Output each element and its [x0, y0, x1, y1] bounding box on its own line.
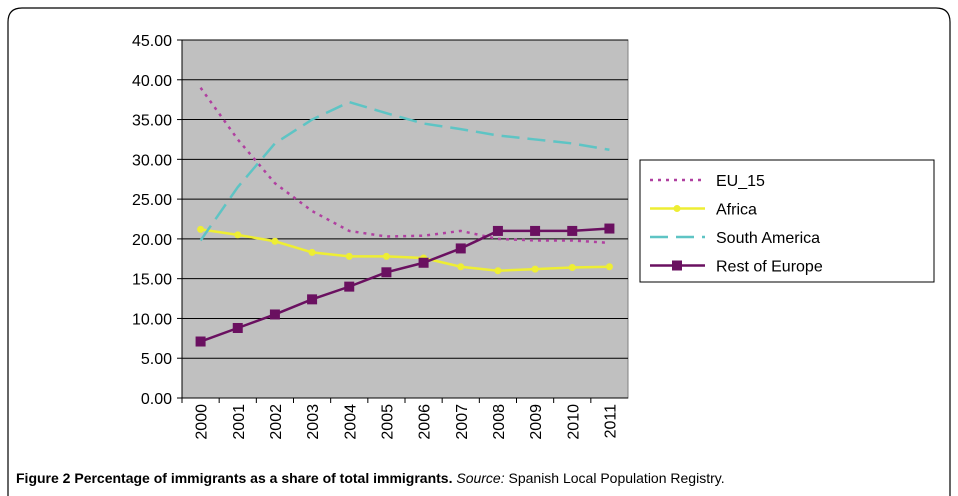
y-tick-label: 20.00 [132, 232, 172, 249]
point [604, 223, 615, 234]
y-tick-label: 35.00 [132, 113, 172, 130]
x-tick-label: 2007 [454, 404, 471, 440]
x-tick-label: 2011 [602, 404, 619, 439]
point [271, 237, 279, 245]
point [567, 225, 578, 236]
point [307, 294, 318, 305]
series-line [199, 100, 610, 242]
x-tick-label: 2003 [305, 404, 322, 440]
x-tick-label: 2005 [379, 404, 396, 440]
point [232, 322, 243, 333]
point [344, 281, 355, 292]
y-tick-label: 30.00 [132, 152, 172, 169]
y-tick-label: 5.00 [141, 351, 172, 368]
caption: Figure 2 Percentage of immigrants as a s… [16, 470, 725, 486]
point [531, 265, 539, 273]
x-tick-label: 2004 [342, 404, 359, 440]
y-tick-label: 10.00 [132, 311, 172, 328]
point [382, 252, 390, 260]
point [494, 267, 502, 275]
caption-source: Spanish Local Population Registry. [508, 470, 725, 486]
x-tick-label: 2000 [194, 404, 211, 440]
legend-marker [673, 205, 681, 212]
series-line [200, 228, 610, 272]
legend-label: South America [716, 230, 820, 247]
point [418, 257, 429, 268]
plot-area [181, 39, 629, 399]
y-tick-label: 40.00 [132, 73, 172, 90]
point [492, 225, 503, 236]
x-tick-label: 2008 [491, 404, 508, 440]
point [457, 263, 465, 271]
y-tick-label: 15.00 [132, 272, 172, 289]
point [269, 309, 280, 320]
series-line [199, 87, 610, 245]
y-tick-label: 25.00 [132, 192, 172, 209]
point [530, 225, 541, 236]
caption-title: Percentage of immigrants as a share of t… [74, 470, 453, 486]
point [605, 263, 613, 271]
legend-marker [672, 260, 682, 271]
point [197, 225, 205, 233]
y-tick-label: 45.00 [132, 33, 172, 50]
legend-label: Africa [716, 202, 757, 219]
legend-label: Rest of Europe [716, 259, 823, 276]
point [568, 264, 576, 272]
series-line [200, 227, 610, 343]
frame [7, 7, 951, 496]
x-tick-label: 2010 [565, 404, 582, 440]
legend [639, 159, 935, 283]
caption-label: Figure 2 [16, 470, 71, 486]
x-tick-label: 2002 [268, 404, 285, 440]
x-tick-label: 2009 [528, 404, 545, 440]
y-tick-label: 0.00 [141, 391, 172, 408]
point [234, 231, 242, 239]
point [195, 336, 206, 347]
x-tick-label: 2006 [417, 404, 434, 440]
point [381, 267, 392, 278]
point [308, 248, 316, 256]
legend-label: EU_15 [716, 173, 765, 190]
x-tick-label: 2001 [231, 404, 248, 440]
caption-source-label: Source: [456, 470, 505, 486]
point [455, 243, 466, 254]
point [345, 252, 353, 260]
